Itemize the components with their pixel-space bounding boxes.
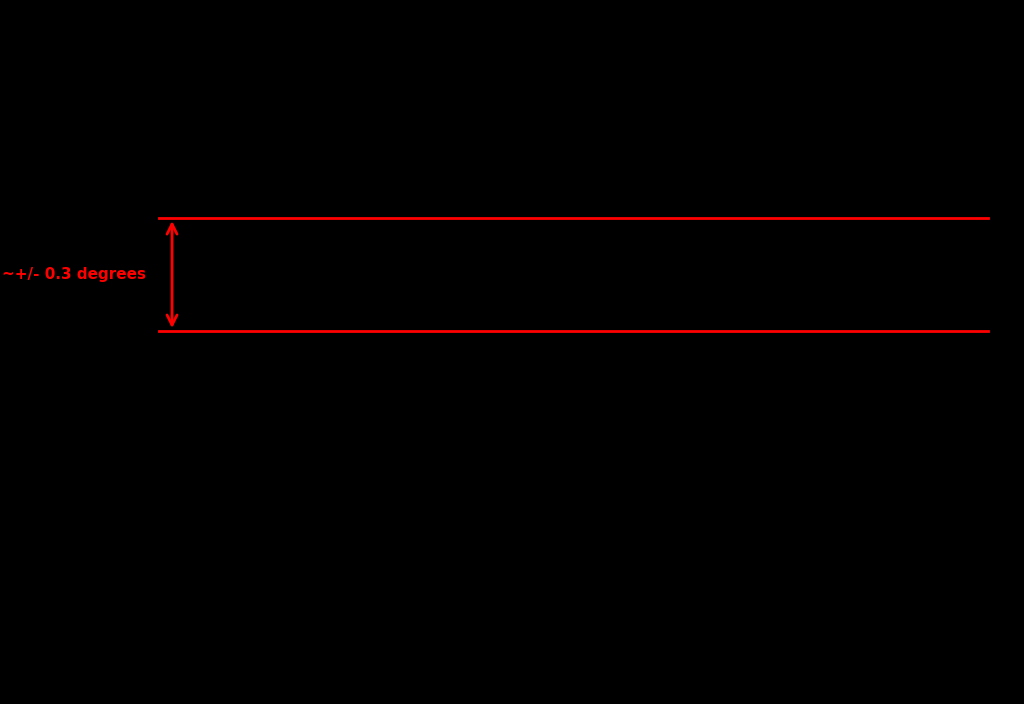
Text: ~+/- 0.3 degrees: ~+/- 0.3 degrees	[2, 267, 146, 282]
